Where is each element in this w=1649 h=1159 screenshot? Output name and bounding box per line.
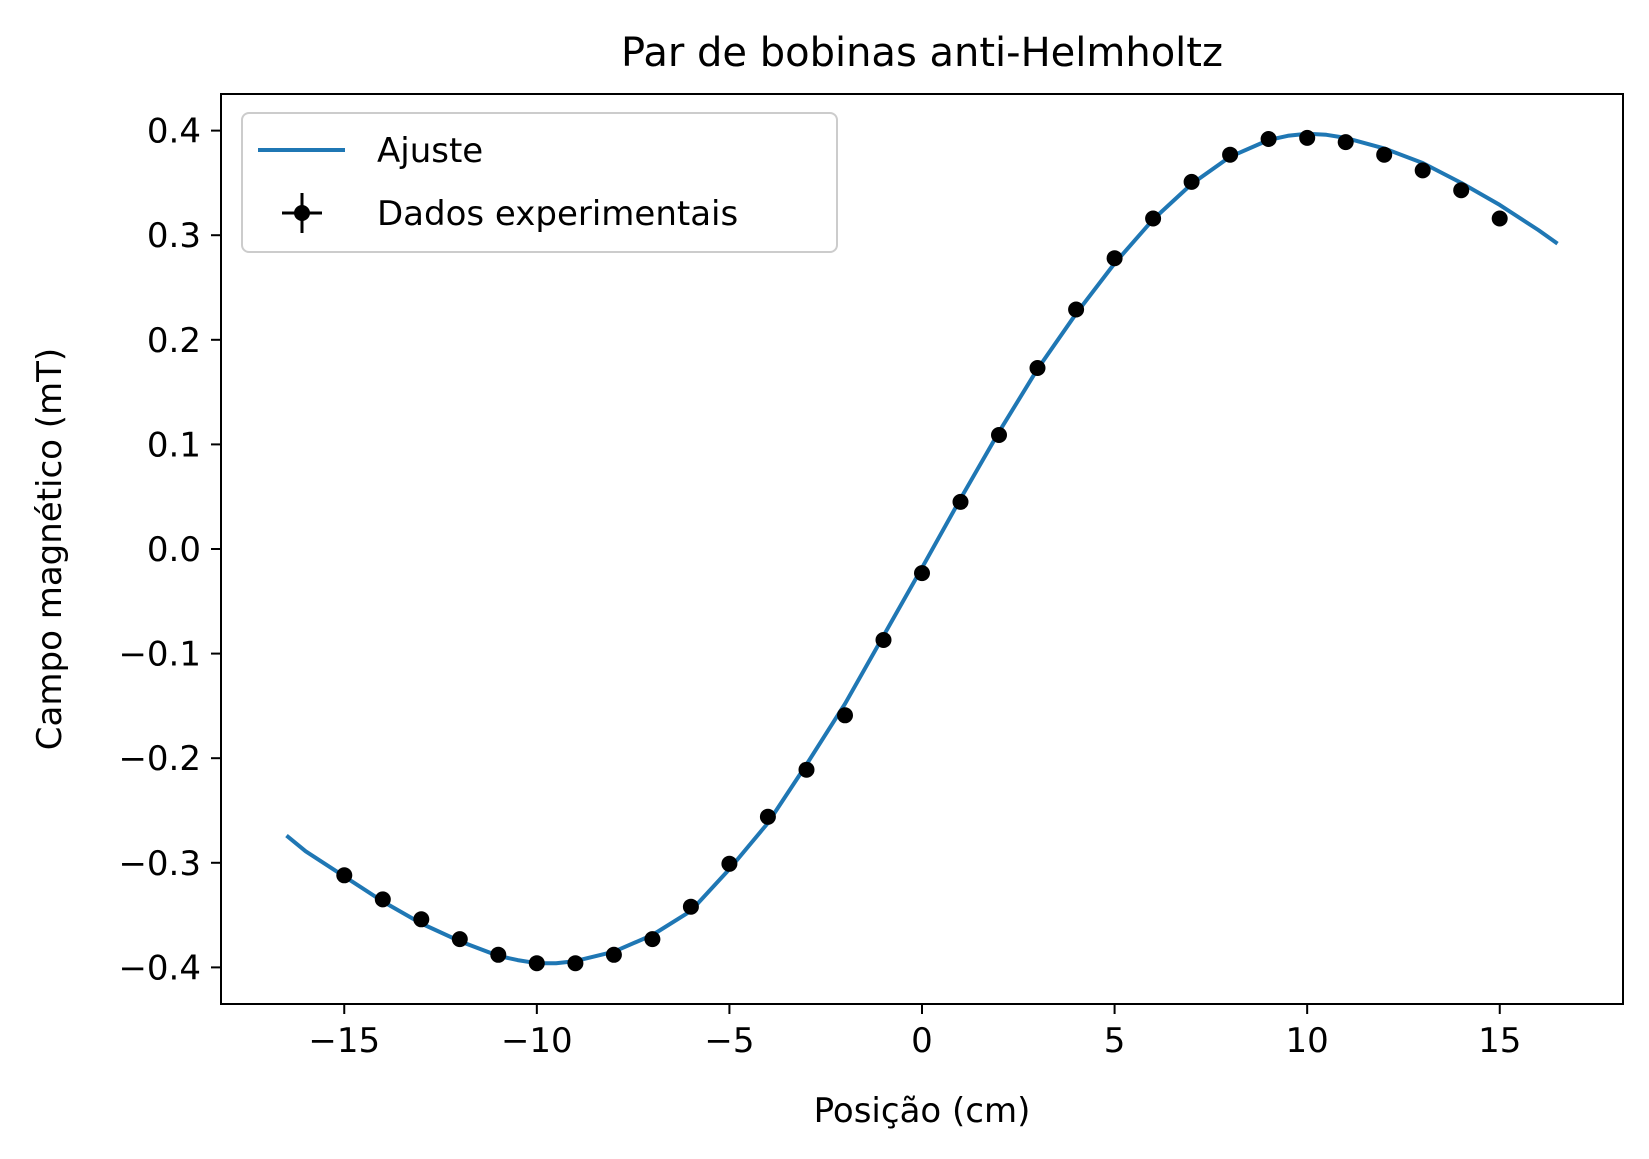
data-point: [952, 493, 969, 510]
legend-marker-swatch: [294, 205, 310, 221]
y-tick-label: −0.3: [118, 844, 201, 884]
x-axis: −15 −10 −5 0 5 10 15: [308, 1004, 1521, 1061]
legend-frame: [241, 112, 838, 253]
data-point: [567, 955, 584, 972]
data-point: [1414, 162, 1431, 179]
data-series: [336, 129, 1508, 972]
data-point: [914, 565, 930, 582]
x-tick-label: 15: [1478, 1021, 1521, 1061]
data-point: [721, 855, 738, 872]
data-point: [1222, 146, 1239, 163]
data-point: [1106, 250, 1123, 267]
data-point: [490, 946, 507, 963]
data-point: [1337, 134, 1354, 151]
legend: Ajuste Dados experimentais: [241, 112, 838, 253]
x-tick-label: −5: [704, 1021, 754, 1061]
data-point: [336, 867, 353, 884]
data-point: [1299, 129, 1316, 146]
y-axis-label: Campo magnético (mT): [30, 348, 70, 750]
y-tick-label: 0.0: [147, 530, 201, 570]
legend-label-data: Dados experimentais: [377, 194, 738, 234]
data-point: [413, 911, 430, 928]
y-tick-label: −0.2: [118, 739, 201, 779]
data-point: [644, 931, 661, 948]
data-point: [451, 931, 468, 948]
data-point: [1029, 360, 1046, 376]
legend-label-fit: Ajuste: [377, 131, 483, 171]
y-tick-label: −0.4: [118, 948, 201, 988]
data-point: [605, 946, 622, 963]
x-axis-label: Posição (cm): [814, 1091, 1031, 1131]
data-point: [1453, 182, 1470, 199]
data-point: [759, 808, 776, 825]
x-tick-label: 0: [911, 1021, 933, 1061]
data-point: [682, 898, 699, 915]
data-point: [798, 761, 815, 778]
data-point: [528, 955, 545, 972]
data-point: [1068, 301, 1085, 318]
y-tick-label: 0.2: [147, 321, 201, 361]
y-axis: −0.4 −0.3 −0.2 −0.1 0.0 0.1 0.2 0.3 0.4: [118, 112, 221, 988]
x-tick-label: −10: [501, 1021, 573, 1061]
x-tick-label: 10: [1286, 1021, 1329, 1061]
data-point: [1183, 173, 1200, 190]
x-tick-label: −15: [308, 1021, 380, 1061]
data-point: [1376, 146, 1393, 163]
chart-title: Par de bobinas anti-Helmholtz: [621, 30, 1223, 76]
y-tick-label: 0.3: [147, 216, 201, 256]
data-point: [1145, 210, 1162, 227]
y-tick-label: 0.4: [147, 112, 201, 152]
data-point: [991, 427, 1007, 443]
data-point: [837, 707, 853, 724]
y-tick-label: 0.1: [147, 425, 201, 465]
data-point: [374, 891, 391, 908]
data-point: [1491, 210, 1508, 227]
data-point: [875, 632, 892, 648]
y-tick-label: −0.1: [118, 635, 201, 675]
x-tick-label: 5: [1104, 1021, 1126, 1061]
data-point: [1260, 131, 1277, 147]
